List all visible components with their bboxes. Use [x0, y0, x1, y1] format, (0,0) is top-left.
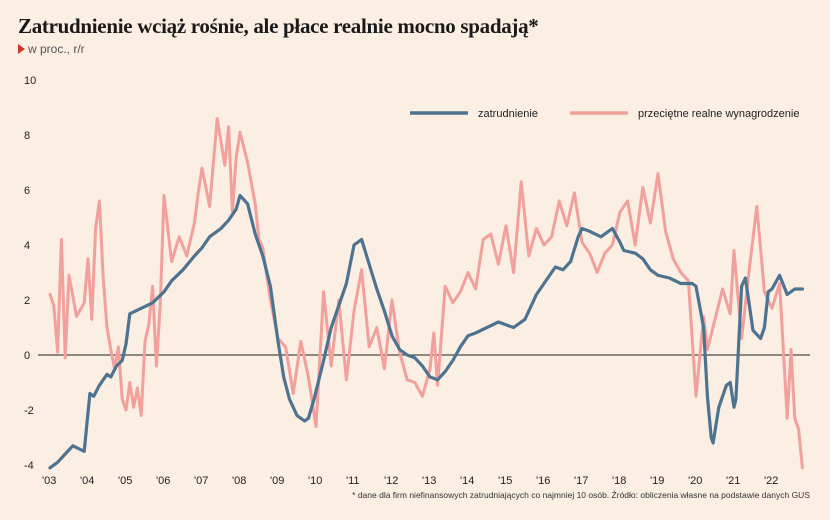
y-tick-label: 4 — [24, 240, 30, 252]
x-tick-label: '08 — [232, 475, 246, 487]
x-tick-label: '21 — [726, 475, 740, 487]
x-tick-label: '22 — [764, 475, 778, 487]
red-triangle-icon — [18, 44, 25, 54]
x-tick-label: '17 — [574, 475, 588, 487]
x-tick-label: '12 — [384, 475, 398, 487]
x-tick-label: '06 — [156, 475, 170, 487]
x-tick-label: '05 — [118, 475, 132, 487]
subtitle-text: w proc., r/r — [28, 42, 85, 56]
x-tick-label: '04 — [80, 475, 94, 487]
y-tick-label: 8 — [24, 130, 30, 142]
series-line-zatrudnienie — [48, 193, 804, 470]
y-tick-label: 2 — [24, 295, 30, 307]
x-tick-label: '10 — [308, 475, 322, 487]
x-tick-label: '07 — [194, 475, 208, 487]
legend-label: zatrudnienie — [478, 108, 538, 120]
x-tick-label: '14 — [460, 475, 474, 487]
y-tick-label: 10 — [24, 75, 36, 87]
footnote: * dane dla firm niefinansowych zatrudnia… — [352, 490, 810, 500]
chart-subtitle: w proc., r/r — [18, 42, 85, 56]
series-line-wynagrodzenie — [48, 117, 804, 470]
x-tick-label: '11 — [346, 475, 360, 487]
y-tick-label: -2 — [24, 405, 34, 417]
x-tick-label: '03 — [42, 475, 56, 487]
x-tick-label: '19 — [650, 475, 664, 487]
chart-title: Zatrudnienie wciąż rośnie, ale płace rea… — [18, 14, 539, 38]
y-tick-label: 0 — [24, 350, 30, 362]
x-tick-label: '18 — [612, 475, 626, 487]
x-tick-label: '09 — [270, 475, 284, 487]
x-tick-label: '15 — [498, 475, 512, 487]
x-tick-label: '16 — [536, 475, 550, 487]
y-tick-label: -4 — [24, 460, 34, 472]
x-tick-label: '13 — [422, 475, 436, 487]
x-tick-label: '20 — [688, 475, 702, 487]
legend-label: przeciętne realne wynagrodzenie — [638, 108, 799, 120]
y-tick-label: 6 — [24, 185, 30, 197]
